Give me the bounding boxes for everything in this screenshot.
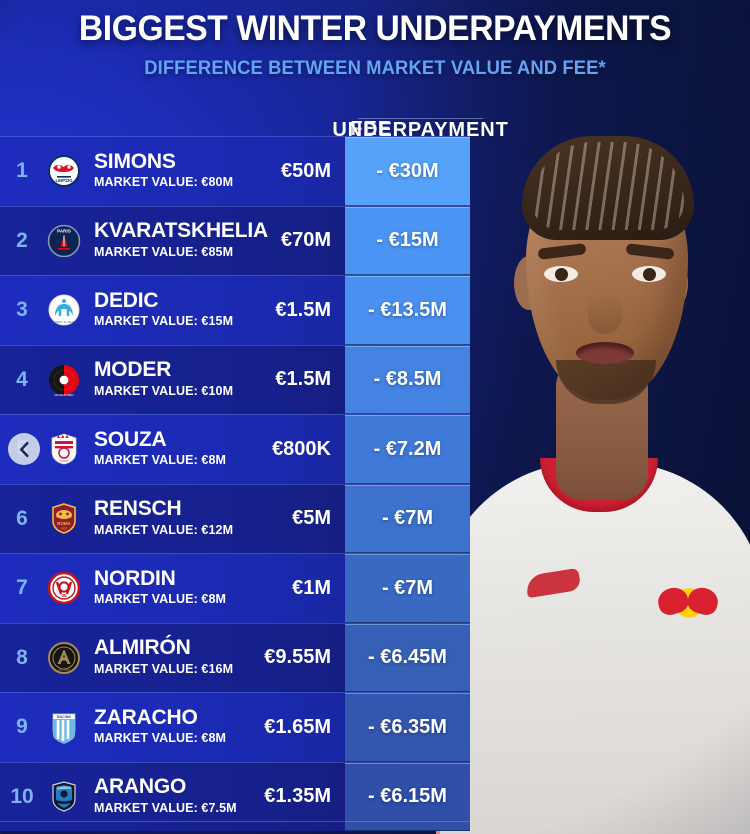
- table-row: 9 RACING ZARACHO MARKET VALUE: €8M €1.65…: [0, 692, 470, 762]
- player-info: ZARACHO MARKET VALUE: €8M: [84, 705, 227, 748]
- fee-value: €1M: [292, 576, 331, 599]
- fee-value: €70M: [280, 229, 331, 252]
- ranking-table: 1 LEIPZIG SIMONS MARKET VALUE: €80M €50M…: [0, 136, 470, 831]
- header: BIGGEST WINTER UNDERPAYMENTS DIFFERENCE …: [0, 0, 750, 100]
- svg-text:ATLANTA: ATLANTA: [58, 668, 70, 672]
- fee-value: €50M: [280, 159, 331, 182]
- table-row: 4 FEYENOORD MODER MARKET VALUE: €10M €1.…: [0, 344, 470, 414]
- player-name: KVARATSKHELIA: [94, 219, 268, 243]
- market-value: MARKET VALUE: €10M: [94, 383, 234, 398]
- page-title: BIGGEST WINTER UNDERPAYMENTS: [78, 9, 672, 48]
- underpayment-value: - €15M: [345, 206, 470, 275]
- underpayment-value: - €30M: [345, 137, 470, 206]
- svg-text:PARIS: PARIS: [57, 228, 71, 233]
- underpayment-value: - €8.5M: [345, 345, 470, 414]
- svg-text:RACING: RACING: [57, 715, 71, 719]
- club-badge-roma-icon: ROMA 1927: [44, 499, 84, 539]
- table-bottom-divider: [0, 821, 470, 822]
- page-subtitle: DIFFERENCE BETWEEN MARKET VALUE AND FEE*: [144, 58, 606, 79]
- column-header-fee: FEE: [350, 118, 392, 140]
- player-name: NORDIN: [94, 566, 176, 590]
- player-name: ARANGO: [94, 775, 187, 799]
- player-name: DEDIC: [94, 288, 159, 312]
- player-info: NORDIN MARKET VALUE: €8M: [84, 566, 227, 609]
- market-value: MARKET VALUE: €85M: [94, 244, 234, 259]
- underpayment-value: - €7M: [345, 484, 470, 553]
- player-info: MODER MARKET VALUE: €10M: [84, 358, 234, 400]
- club-badge-marseille-icon: DROIT AU BUT: [44, 290, 84, 330]
- underpayment-value: - €6.15M: [345, 762, 470, 831]
- underpayment-value: - €7M: [345, 554, 470, 623]
- club-badge-san-jose-icon: QUAKES: [44, 777, 84, 817]
- player-info: ALMIRÓN MARKET VALUE: €16M: [84, 636, 234, 678]
- table-row: 2 PARIS KVARATSKHELIA MARKET VALUE: €85M…: [0, 205, 470, 275]
- rank-number: 9: [16, 715, 28, 739]
- club-badge-mainz-icon: 05: [44, 568, 84, 608]
- player-info: RENSCH MARKET VALUE: €12M: [84, 497, 234, 539]
- table-row: 6 ROMA 1927 RENSCH MARKET VALUE: €12M €5…: [0, 483, 470, 553]
- fee-value: €1.35M: [264, 785, 331, 808]
- player-name: MODER: [94, 358, 172, 382]
- fee-value: €1.65M: [264, 715, 331, 738]
- market-value: MARKET VALUE: €8M: [94, 592, 227, 607]
- svg-text:DROIT AU BUT: DROIT AU BUT: [54, 320, 75, 324]
- player-info: ARANGO MARKET VALUE: €7.5M: [84, 775, 237, 817]
- underpayment-value: - €6.45M: [345, 623, 470, 692]
- rank-number: 10: [10, 784, 34, 808]
- chevron-left-icon: [8, 433, 40, 466]
- rank-number: 8: [16, 645, 28, 669]
- svg-text:FEYENOORD: FEYENOORD: [54, 393, 74, 397]
- underpayment-value: - €6.35M: [345, 693, 470, 762]
- fee-value: €800K: [272, 437, 331, 460]
- fee-value: €1.5M: [275, 368, 331, 391]
- club-badge-corinthians-icon: SCCP: [44, 429, 84, 469]
- table-row: 1 LEIPZIG SIMONS MARKET VALUE: €80M €50M…: [0, 136, 470, 206]
- player-name: SIMONS: [94, 149, 176, 173]
- club-badge-racing-club-icon: RACING: [44, 707, 84, 747]
- rank-number: 4: [16, 367, 28, 391]
- rank-number: 1: [16, 159, 28, 183]
- svg-text:SCCP: SCCP: [60, 459, 68, 463]
- player-info: DEDIC MARKET VALUE: €15M: [84, 288, 234, 331]
- svg-text:1927: 1927: [61, 526, 68, 530]
- underpayment-value: - €7.2M: [345, 415, 470, 484]
- market-value: MARKET VALUE: €16M: [94, 661, 234, 676]
- market-value: MARKET VALUE: €8M: [94, 453, 227, 468]
- svg-text:LEIPZIG: LEIPZIG: [55, 178, 73, 183]
- rank-number: 7: [16, 576, 28, 600]
- market-value: MARKET VALUE: €12M: [94, 522, 234, 537]
- table-row: 5 SCCP SOUZA MARKET VALUE: €8M €800K - €…: [0, 414, 470, 484]
- fee-value: €5M: [292, 507, 331, 530]
- player-name: ZARACHO: [94, 705, 198, 729]
- rank-number: 2: [16, 228, 28, 252]
- player-info: SOUZA MARKET VALUE: €8M: [84, 427, 227, 470]
- table-row: 10 QUAKES ARANGO MARKET VALUE: €7.5M €1.…: [0, 761, 470, 831]
- fee-value: €1.5M: [275, 298, 331, 321]
- player-name: SOUZA: [94, 427, 167, 451]
- player-name: RENSCH: [94, 497, 182, 521]
- column-headers: FEE UNDERPAYMENT: [0, 118, 508, 143]
- club-badge-psg-icon: PARIS: [44, 221, 84, 261]
- svg-text:QUAKES: QUAKES: [57, 786, 71, 790]
- club-badge-atlanta-united-icon: ATLANTA: [44, 638, 84, 678]
- table-row: 3 DROIT AU BUT DEDIC MARKET VALUE: €15M …: [0, 275, 470, 345]
- market-value: MARKET VALUE: €7.5M: [94, 800, 237, 815]
- rank-number: 6: [16, 506, 28, 530]
- table-row: 8 ATLANTA ALMIRÓN MARKET VALUE: €16M €9.…: [0, 622, 470, 692]
- rank-number: 3: [16, 298, 28, 322]
- underpayment-value: - €13.5M: [345, 276, 470, 345]
- svg-text:ROMA: ROMA: [57, 521, 71, 526]
- club-badge-rb-leipzig-icon: LEIPZIG: [44, 151, 84, 191]
- svg-text:05: 05: [61, 593, 67, 598]
- market-value: MARKET VALUE: €8M: [94, 731, 227, 746]
- market-value: MARKET VALUE: €15M: [94, 314, 234, 329]
- fee-value: €9.55M: [264, 646, 331, 669]
- player-name: ALMIRÓN: [94, 636, 191, 660]
- market-value: MARKET VALUE: €80M: [94, 175, 234, 190]
- player-info: KVARATSKHELIA MARKET VALUE: €85M: [84, 219, 268, 261]
- table-row: 7 05 NORDIN MARKET VALUE: €8M €1M - €7M: [0, 553, 470, 623]
- club-badge-feyenoord-icon: FEYENOORD: [44, 360, 84, 400]
- player-info: SIMONS MARKET VALUE: €80M: [84, 149, 234, 192]
